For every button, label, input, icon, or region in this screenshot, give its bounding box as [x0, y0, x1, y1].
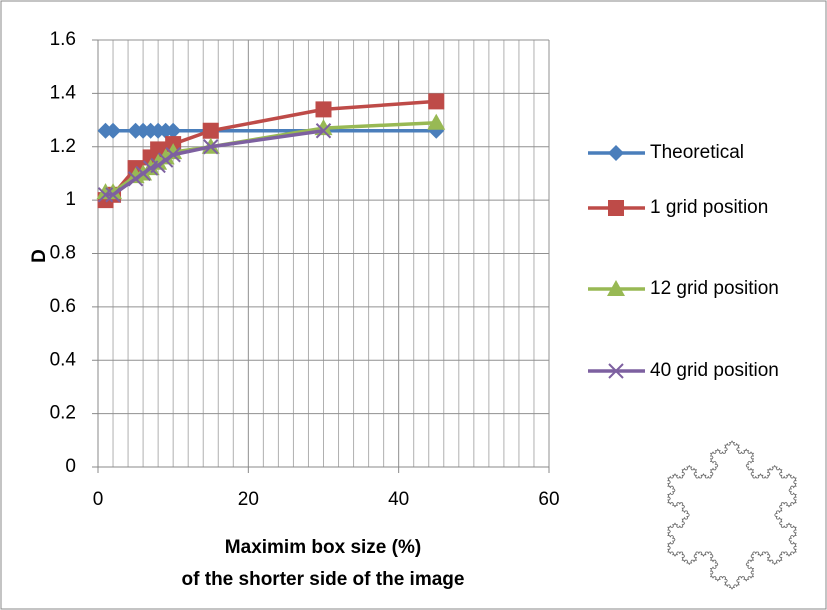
marker: [157, 152, 174, 168]
marker: [150, 157, 166, 174]
legend-marker: [608, 145, 624, 161]
y-tick-label: 0.2: [50, 403, 76, 424]
marker: [127, 171, 144, 187]
legend-label: 1 grid position: [650, 197, 768, 218]
marker: [428, 93, 445, 110]
y-axis-title: D: [29, 249, 50, 263]
y-tick-label: 1.4: [50, 82, 77, 103]
marker: [97, 187, 114, 203]
marker: [165, 122, 182, 139]
marker: [105, 187, 121, 203]
marker: [135, 165, 151, 182]
x-tick-label: 40: [388, 489, 409, 510]
y-tick-label: 0.4: [50, 349, 77, 370]
y-tick-label: 0.6: [50, 296, 76, 317]
marker: [427, 113, 446, 130]
legend-marker: [608, 363, 624, 379]
y-tick-label: 1: [65, 189, 76, 210]
legend-label: 12 grid position: [650, 278, 779, 299]
legend-label: 40 grid position: [650, 360, 779, 381]
series-line: [105, 129, 324, 197]
x-axis-title: of the shorter side of the image: [182, 569, 465, 590]
y-tick-label: 1.6: [50, 29, 76, 50]
koch-snowflake: [667, 440, 797, 590]
legend-marker: [607, 280, 625, 296]
marker: [202, 122, 219, 139]
x-axis-title: Maximim box size (%): [225, 537, 421, 558]
x-tick-label: 0: [93, 489, 104, 510]
y-tick-label: 1.2: [50, 136, 76, 157]
marker: [315, 123, 332, 139]
marker: [315, 101, 332, 118]
marker: [165, 147, 181, 163]
y-tick-label: 0.8: [50, 243, 76, 264]
marker: [150, 141, 167, 158]
x-tick-label: 20: [238, 489, 259, 510]
marker: [105, 122, 122, 139]
koch-outline: [667, 440, 797, 590]
marker: [203, 139, 219, 155]
legend-marker: [608, 200, 624, 216]
x-tick-label: 60: [538, 489, 559, 510]
y-tick-label: 0: [65, 456, 76, 477]
marker: [156, 148, 175, 165]
legend-label: Theoretical: [650, 142, 744, 163]
